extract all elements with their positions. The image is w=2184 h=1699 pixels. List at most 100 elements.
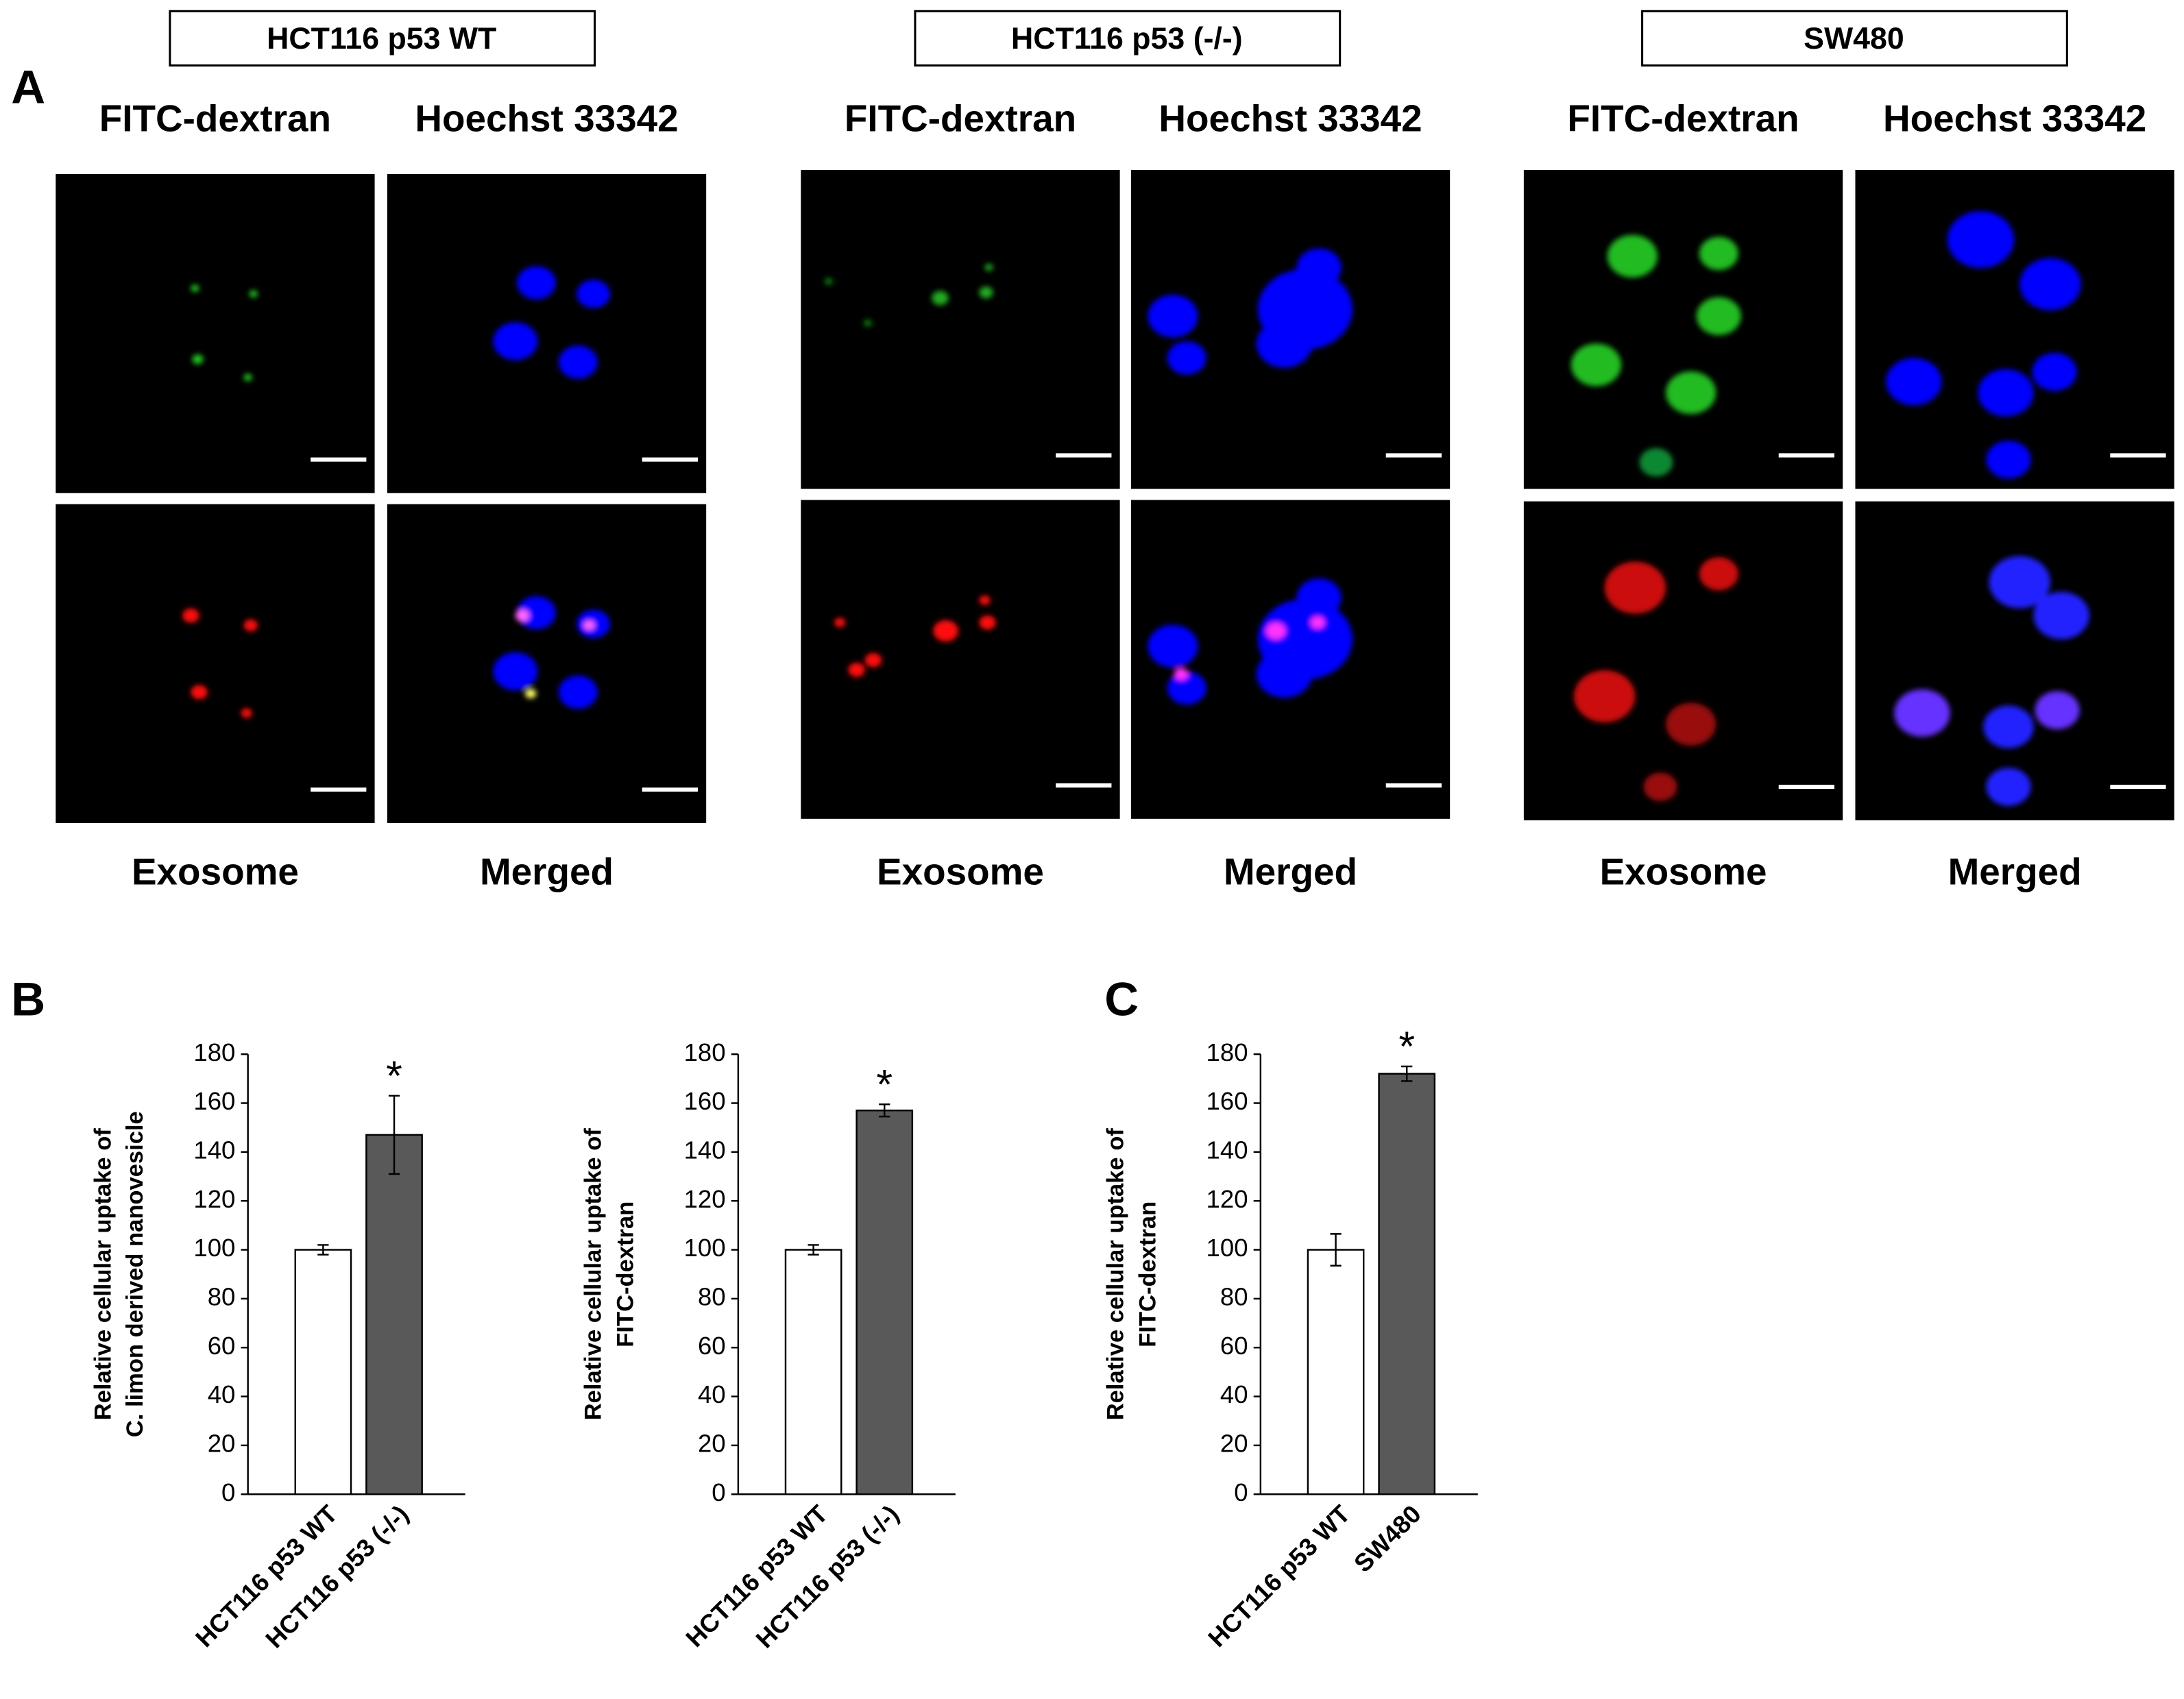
cell [1886,358,1942,406]
cell [1256,320,1313,368]
micrograph [1523,169,1843,489]
y-tick-label: 120 [1206,1185,1248,1213]
cells [1894,556,2089,806]
cell [583,620,595,631]
cell [2033,591,2089,639]
cells [1886,211,2081,479]
cell [824,278,834,285]
y-tick-label: 140 [193,1136,235,1164]
y-tick-label: 40 [1220,1380,1248,1408]
bar [294,1249,352,1495]
cell [515,609,530,622]
significance-mark: * [1398,1023,1415,1070]
y-tick-label: 140 [1206,1136,1248,1164]
y-tick-label: 100 [193,1234,235,1262]
group-header: SW480 [1804,22,1904,56]
cell [516,266,556,300]
micrograph [387,174,707,493]
cell [192,354,204,365]
y-tick-label: 60 [698,1332,726,1360]
channel-label: Merged [480,851,614,893]
y-tick-label: 80 [208,1283,236,1311]
cell [863,319,872,327]
cell [249,290,258,297]
cell [979,595,991,605]
cell [932,291,949,306]
y-axis-label: Relative cellular uptake of [581,1128,607,1421]
bar [1378,1073,1436,1495]
y-tick-label: 60 [208,1332,236,1360]
cell [1148,295,1198,338]
group-header-box [1641,10,2068,67]
cell [525,689,537,698]
y-tick-label: 20 [698,1430,726,1458]
cell [191,685,208,700]
channel-label: Merged [1948,851,2082,893]
cell [493,652,538,691]
cell [1666,371,1716,415]
y-axis-label: Relative cellular uptake of [90,1128,117,1421]
y-tick-label: 160 [1206,1087,1248,1115]
cell [1296,578,1342,617]
cell [558,345,598,379]
cell [984,263,993,271]
error-bar [808,1244,819,1256]
cell [1167,671,1206,705]
cell [1574,670,1636,722]
y-tick-label: 100 [684,1234,726,1262]
channel-label: FITC-dextran [845,97,1076,139]
cell [848,663,865,677]
cells [182,608,258,718]
y-axis-label: FITC-dextran [1135,1201,1161,1347]
cell [1256,650,1313,698]
cell [243,619,258,632]
panel-label: B [11,972,45,1025]
x-tick-label: SW480 [1348,1500,1427,1578]
y-axis-label: C. limon derived nanovesicle [122,1111,148,1437]
y-axis-label: FITC-dextran [612,1201,638,1347]
y-tick-label: 20 [1220,1430,1248,1458]
cell [1666,702,1716,746]
cell [577,280,610,308]
cells [834,595,996,677]
micrograph [801,169,1120,489]
bar [1307,1249,1365,1495]
cell [1699,557,1738,591]
cell [2035,691,2080,729]
cells [1148,248,1352,375]
channel-label: Hoechst 33342 [1883,97,2146,139]
cells [1570,234,1741,477]
y-tick-label: 180 [684,1038,726,1066]
cell [2019,258,2081,310]
channel-label: Exosome [877,851,1044,893]
micrograph [1523,501,1843,820]
cell [558,675,598,709]
group-header: HCT116 p53 WT [267,22,496,56]
cell [1983,705,2034,748]
channel-label: Merged [1224,851,1357,893]
y-tick-label: 0 [1234,1478,1248,1506]
channel-label: Exosome [132,851,299,893]
cell [1696,297,1741,335]
cell [243,374,252,381]
cell [182,608,199,623]
channel-label: FITC-dextran [99,97,331,139]
cells [1574,557,1738,801]
significance-mark: * [386,1053,402,1099]
cell [2032,352,2077,391]
error-bar [317,1244,329,1256]
channel-label: FITC-dextran [1567,97,1799,139]
cell [979,615,996,630]
y-axis-label: Relative cellular uptake of [1103,1128,1129,1421]
significance-mark: * [876,1061,893,1108]
cells [493,266,610,379]
error-bar [1330,1233,1342,1267]
cell [1947,211,2015,268]
cell [1265,622,1286,639]
cells [493,596,610,709]
cell [1989,556,2050,609]
cell [864,652,882,668]
y-tick-label: 100 [1206,1234,1248,1262]
cell [1978,369,2034,417]
